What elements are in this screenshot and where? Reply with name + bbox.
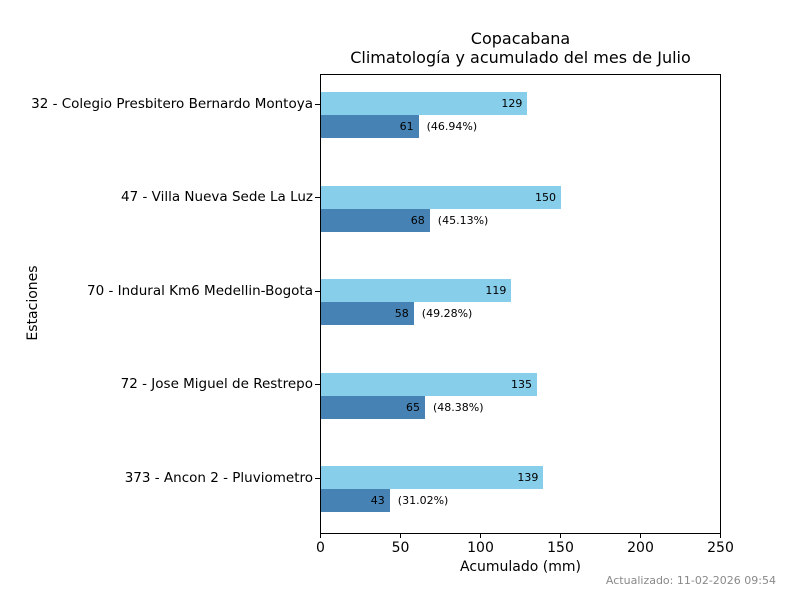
acumulado-value-label: 61: [399, 120, 414, 133]
station-tick-label: 32 - Colegio Presbitero Bernardo Montoya: [31, 95, 313, 112]
percentage-label: (46.94%): [426, 120, 478, 133]
x-axis-label: Acumulado (mm): [460, 559, 581, 575]
x-tick-label: 250: [707, 540, 734, 556]
y-tick-mark: [315, 477, 320, 479]
acumulado-value-label: 68: [410, 213, 425, 227]
x-tick-mark: [720, 534, 721, 538]
acumulado-value-label: 43: [370, 494, 385, 507]
percentage-label: (31.02%): [397, 494, 449, 507]
y-tick-mark: [315, 103, 320, 105]
y-axis-label: Estaciones: [25, 265, 41, 341]
acumulado-bar: [321, 302, 414, 325]
climatologia-bar: [321, 372, 537, 396]
x-tick-mark: [400, 534, 401, 538]
y-tick-mark: [315, 197, 320, 198]
acumulado-value-label: 58: [394, 307, 409, 320]
chart-title-line1: Copacabana: [470, 29, 571, 48]
climatologia-bar: [321, 466, 544, 489]
x-tick-mark: [320, 534, 321, 538]
x-tick-label: 200: [627, 540, 654, 556]
x-tick-mark: [480, 534, 481, 538]
station-tick-label: 373 - Ancon 2 - Pluviometro: [124, 469, 313, 486]
climatologia-value-label: 139: [517, 471, 539, 484]
x-tick-mark: [560, 534, 561, 538]
x-tick-mark: [640, 534, 641, 538]
y-tick-mark: [315, 290, 320, 292]
climatologia-value-label: 119: [485, 284, 507, 297]
x-tick-label: 100: [467, 540, 494, 556]
station-tick-label: 72 - Jose Miguel de Restrepo: [120, 376, 313, 392]
climatologia-value-label: 150: [535, 190, 556, 204]
percentage-label: (48.38%): [433, 400, 484, 414]
acumulado-bar: [321, 395, 425, 419]
chart-title-line2: Climatología y acumulado del mes de Juli…: [350, 48, 691, 67]
x-tick-label: 150: [547, 540, 574, 556]
climatologia-bar: [321, 92, 528, 115]
climatologia-value-label: 135: [511, 377, 532, 391]
climatologia-bar: [321, 185, 561, 209]
percentage-label: (45.13%): [437, 213, 489, 227]
acumulado-bar: [321, 489, 390, 512]
x-tick-label: 0: [316, 540, 325, 556]
station-tick-label: 47 - Villa Nueva Sede La Luz: [121, 189, 313, 205]
climatologia-value-label: 129: [501, 97, 523, 110]
acumulado-value-label: 65: [406, 400, 420, 414]
station-tick-label: 70 - Indural Km6 Medellin-Bogota: [87, 282, 313, 299]
chart-title: Copacabana Climatología y acumulado del …: [320, 29, 721, 67]
acumulado-bar: [321, 115, 419, 138]
percentage-label: (49.28%): [421, 307, 473, 320]
climatologia-bar: [321, 279, 512, 302]
acumulado-bar: [321, 208, 430, 232]
footer-updated-timestamp: Actualizado: 11-02-2026 09:54: [605, 574, 776, 587]
y-tick-mark: [315, 384, 320, 385]
x-tick-label: 50: [391, 540, 410, 556]
